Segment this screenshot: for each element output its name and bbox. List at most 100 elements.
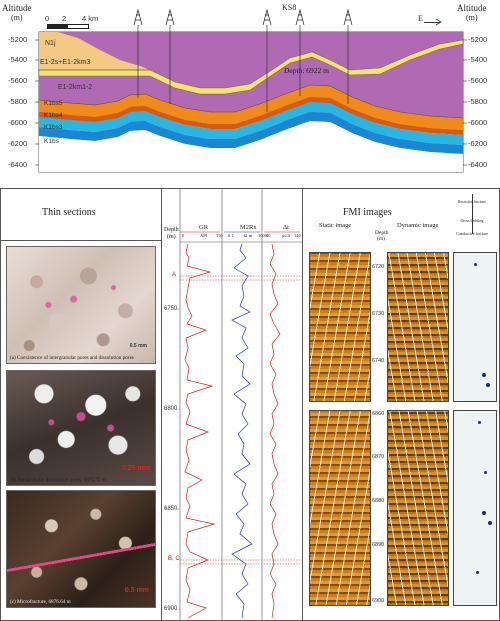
altitude-unit-right: (m) bbox=[466, 13, 478, 22]
marker-a: A bbox=[172, 272, 177, 278]
scale-tick-0: 0 bbox=[45, 14, 50, 23]
fmi-dynamic-label: Dynamic image bbox=[397, 222, 439, 229]
track-gr-name: GR bbox=[199, 224, 209, 231]
legend-axis bbox=[472, 194, 473, 234]
y-tick-left-4: -6000 bbox=[8, 118, 28, 127]
stratum-label-E12km: E1-2km1-2 bbox=[58, 84, 93, 91]
track-gr-max: 150 bbox=[216, 233, 223, 238]
track-gr-min: 0 bbox=[182, 233, 185, 238]
marker-bc: B, C bbox=[168, 556, 180, 562]
track-dt-max: 140 bbox=[294, 233, 301, 238]
direction-label: E bbox=[418, 14, 423, 23]
y-tick-left-1: -5400 bbox=[8, 55, 28, 64]
caption-c: (c) Microfracture, 6876.64 m bbox=[10, 599, 71, 605]
altitude-label-right: Altitude bbox=[457, 3, 487, 13]
fmi-column: FMI images Static image Dynamic image De… bbox=[302, 188, 500, 621]
fmi-depth-6880: 6880 bbox=[372, 498, 385, 504]
gr-curve bbox=[184, 243, 216, 619]
fmi-static-lower bbox=[309, 410, 371, 606]
scale-label-a: 0.5 mm bbox=[129, 343, 147, 349]
rt-curve bbox=[231, 243, 253, 619]
fmi-depth-6890: 6890 bbox=[372, 542, 385, 548]
stratum-K1bs5 bbox=[39, 85, 463, 130]
y-tick-right-3: -5800 bbox=[468, 97, 488, 106]
depth-header-unit: (m) bbox=[167, 234, 176, 240]
depth-header: Depth bbox=[164, 227, 179, 233]
y-tick-right-5: -6200 bbox=[468, 139, 488, 148]
stratum-label-K1bs: K1bs bbox=[44, 138, 59, 145]
fmi-depth-unit: (m) bbox=[377, 236, 385, 242]
fmi-depth-6720: 6720 bbox=[372, 264, 385, 270]
altitude-label-left: Altitude bbox=[2, 3, 32, 13]
track-rt-name: M2Rx bbox=[240, 224, 257, 231]
scale-label-c: 0.5 mm bbox=[124, 587, 149, 594]
y-tick-right-0: -5200 bbox=[468, 35, 488, 44]
fmi-depth-6870: 6870 bbox=[372, 454, 385, 460]
fmi-depth-6860: 6860 bbox=[372, 411, 385, 417]
log-tracks: Depth (m) GR API 0 150 M2Rx Ω·m 0.1 1000… bbox=[162, 188, 302, 621]
fmi-depth-6900: 6900 bbox=[372, 598, 385, 604]
track-gr-unit: API bbox=[200, 233, 208, 238]
well-name: KS8 bbox=[282, 3, 297, 12]
fmi-static-label: Static image bbox=[319, 222, 352, 229]
thin-section-photo-b: 0.25 mm (b) Intragranular dissolution po… bbox=[6, 370, 156, 486]
fmi-static-upper bbox=[309, 252, 371, 402]
track-dt-min: 40 bbox=[266, 233, 271, 238]
altitude-unit-left: (m) bbox=[11, 13, 23, 22]
stratum-label-K1bs5: K1bs5 bbox=[44, 100, 63, 107]
caption-a: (a) Coexistence of intergranular pores a… bbox=[10, 355, 134, 361]
stratum-label-E12s: E1-2s+E1-2km3 bbox=[40, 59, 91, 66]
scale-bar bbox=[47, 24, 89, 29]
thin-sections-column: Thin sections 0.5 mm (a) Coexistence of … bbox=[0, 188, 162, 621]
stratum-N1j bbox=[39, 32, 150, 70]
stratum-K1bs bbox=[39, 112, 463, 154]
log-curves bbox=[176, 188, 302, 621]
depth-tick-6900: 6900 bbox=[164, 606, 178, 612]
fmi-title: FMI images bbox=[343, 207, 392, 218]
y-tick-right-4: -6000 bbox=[468, 118, 488, 127]
track-rt-unit: Ω·m bbox=[244, 233, 253, 238]
thin-section-photo-c: 0.5 mm (c) Microfracture, 6876.64 m bbox=[6, 490, 156, 608]
thin-sections-title: Thin sections bbox=[42, 207, 96, 218]
depth-label: Depth: 6922 m bbox=[284, 66, 329, 75]
fmi-dynamic-upper bbox=[387, 252, 449, 402]
thin-title-divider bbox=[0, 240, 161, 241]
track-rt-max: 1000 bbox=[258, 233, 267, 238]
stratum-label-N1j: N1j bbox=[45, 40, 56, 47]
fmi-depth-6730: 6730 bbox=[372, 311, 385, 317]
y-tick-left-6: -6400 bbox=[8, 160, 28, 169]
dt-curve bbox=[269, 243, 281, 619]
caption-b: (b) Intragranular dissolution pores, 687… bbox=[10, 477, 106, 483]
stratum-label-K1bs4: K1bs4 bbox=[44, 112, 63, 119]
scale-label-b: 0.25 mm bbox=[121, 465, 150, 472]
track-rt-min: 0.1 bbox=[228, 233, 234, 238]
stratum-K1bs4 bbox=[39, 97, 463, 135]
legend-resistive: Resistive fracture bbox=[457, 199, 487, 204]
stratum-label-K1bs3: K1bs3 bbox=[44, 124, 63, 131]
depth-tick-6800: 6800 bbox=[164, 406, 178, 412]
stratum-K1bs3 bbox=[39, 102, 463, 145]
y-tick-left-3: -5800 bbox=[8, 97, 28, 106]
strata-diagram bbox=[35, 8, 467, 173]
stratum-E12s bbox=[38, 39, 464, 95]
thin-section-photo-a: 0.5 mm (a) Coexistence of intergranular … bbox=[6, 246, 156, 364]
y-tick-left-0: -5200 bbox=[8, 35, 28, 44]
fmi-depth-6740: 6740 bbox=[372, 358, 385, 364]
cross-section: Altitude (m) Altitude (m) 0 2 4 km KS8 E… bbox=[0, 0, 500, 178]
fmi-tadpole-upper bbox=[453, 252, 497, 402]
y-tick-right-6: -6400 bbox=[468, 160, 488, 169]
track-dt-unit: μs/ft bbox=[282, 233, 291, 238]
track-dt-name: Δt bbox=[283, 224, 289, 231]
y-tick-right-1: -5400 bbox=[468, 55, 488, 64]
y-tick-left-2: -5600 bbox=[8, 76, 28, 85]
fmi-depth-label: Depth bbox=[375, 230, 389, 236]
fmi-dynamic-lower bbox=[387, 410, 449, 606]
y-tick-left-5: -6200 bbox=[8, 139, 28, 148]
scale-tick-2: 2 bbox=[62, 14, 67, 23]
fmi-tadpole-lower bbox=[453, 410, 497, 606]
depth-tick-6850: 6850 bbox=[164, 506, 178, 512]
scale-tick-4: 4 km bbox=[82, 14, 99, 23]
depth-tick-6750: 6750 bbox=[164, 306, 178, 312]
direction-arrow bbox=[424, 22, 440, 23]
y-tick-right-2: -5600 bbox=[468, 76, 488, 85]
